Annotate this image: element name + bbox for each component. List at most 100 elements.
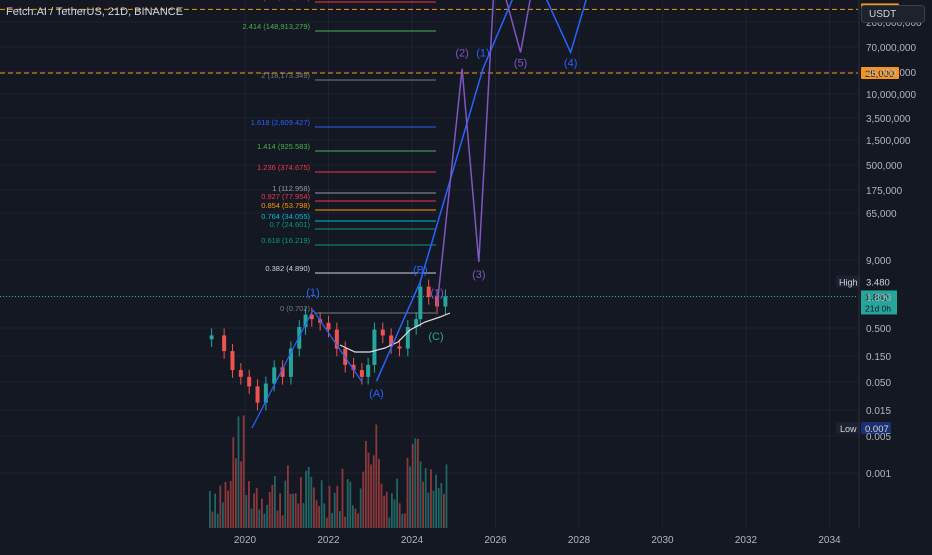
impulse-line	[312, 309, 363, 383]
fib-level-label: 0.764 (34.055)	[261, 212, 310, 221]
purple-wave-label: (2)	[455, 48, 468, 60]
low-label-bg	[836, 422, 860, 434]
volume-bar	[443, 493, 445, 528]
price-tick-label: 0.150	[866, 352, 891, 363]
high-label-bg	[836, 275, 860, 288]
candle-body	[389, 335, 394, 347]
last-price-value: 1.842	[865, 292, 889, 303]
volume-bar	[424, 468, 427, 528]
blue-wave-label: (1)	[476, 48, 489, 60]
volume-bar	[372, 455, 375, 528]
price-tick-label: 200,000,000	[866, 18, 922, 29]
fib-level-label: 2.618 (415,815,573)	[242, 0, 310, 2]
volume-bar	[310, 476, 313, 528]
candles	[209, 279, 451, 411]
volume-bar	[419, 461, 422, 528]
volume-bar	[331, 513, 333, 528]
volume-bar	[276, 510, 279, 528]
volume-bar	[313, 487, 315, 528]
candle-body	[263, 383, 268, 403]
purple-wave-line	[436, 0, 531, 307]
price-tick-label: 0.015	[866, 406, 891, 417]
price-tick-label: 1.800	[866, 293, 891, 304]
fib-level-label: 1.414 (925.583)	[257, 142, 310, 151]
symbol-title: Fetch.AI / TetherUS, 21D, BINANCE	[6, 6, 184, 18]
volume-bar	[289, 493, 292, 528]
volume-bar	[255, 487, 258, 528]
price-tick-label: 0.005	[866, 432, 891, 443]
fib-level-label: 0.382 (4.890)	[265, 264, 310, 273]
volume-bar	[375, 424, 378, 528]
impulse-line	[251, 309, 314, 429]
grid	[0, 0, 858, 528]
volume-bar	[271, 484, 274, 528]
volume-bar	[211, 511, 214, 528]
fib-level-label: 0.854 (53.798)	[261, 201, 310, 210]
volume-bar	[328, 485, 331, 528]
candle-body	[351, 364, 356, 371]
candle-body	[247, 376, 252, 387]
volume-bar	[393, 499, 396, 528]
volume-bar	[279, 493, 281, 528]
volume-bar	[401, 513, 404, 528]
volume-bar	[385, 491, 388, 528]
blue-wave-label: (1)	[306, 287, 319, 299]
volume-bar	[440, 483, 443, 528]
volume-bar	[297, 503, 300, 528]
volume-bar	[344, 516, 346, 528]
volume-bar	[250, 508, 253, 528]
volume-bar	[445, 464, 448, 528]
fib-level-label: 2 (18,173.349)	[261, 71, 310, 80]
volume-bar	[362, 471, 365, 528]
volume-bar	[245, 494, 248, 528]
candle-body	[380, 329, 385, 336]
volume-bar	[219, 485, 222, 528]
candle-body	[255, 386, 260, 403]
volume-bar	[323, 503, 326, 528]
candle-body	[426, 286, 431, 297]
volume-bar	[281, 515, 284, 528]
candle-body	[326, 322, 331, 330]
volume-bar	[268, 492, 271, 528]
blue-wave-line	[375, 0, 587, 382]
volume-bar	[235, 458, 237, 528]
time-tick-label: 2022	[317, 535, 340, 546]
candle-body	[303, 314, 308, 328]
axes: 200,000,000 70,000,000 26,000,000 10,000,00…	[234, 0, 922, 546]
low-value-bg	[861, 422, 891, 434]
high-value: 3.480	[866, 278, 890, 289]
volume-bar	[263, 513, 266, 528]
volume-bar	[326, 517, 328, 528]
volume-bar	[216, 513, 219, 528]
volume-bar	[237, 416, 240, 528]
currency-button[interactable]: USDT	[861, 5, 925, 23]
volume-bar	[232, 437, 235, 528]
volume-bar	[432, 490, 435, 528]
volume-bar	[266, 504, 268, 528]
volume-bar	[411, 443, 414, 528]
volume-bar	[261, 498, 263, 528]
volume-bar	[242, 415, 245, 528]
volume-bars	[209, 415, 448, 528]
price-tick-label: 500,000	[866, 161, 903, 172]
candle-body	[209, 335, 214, 340]
volume-bar	[214, 493, 216, 528]
candle-body	[280, 367, 285, 377]
wave-projections: (A)(B)(1)(3)(4)(5)(1)(2)(3)(4)(5)(1)(C)	[251, 0, 587, 429]
fib-level-label: 1.236 (374.675)	[257, 163, 310, 172]
candle-body	[366, 364, 371, 377]
volume-bar	[318, 506, 320, 528]
volume-bar	[406, 457, 409, 528]
candle-body	[414, 319, 419, 328]
candle-body	[372, 329, 377, 365]
blue-wave-label: (B)	[413, 265, 428, 277]
low-label: Low	[840, 424, 857, 434]
candle-body	[405, 327, 410, 349]
volume-bar	[414, 438, 417, 528]
price-tick-label: 3,500,000	[866, 114, 911, 125]
price-tick-label: 26,000,000	[866, 68, 916, 79]
volume-bar	[349, 481, 352, 528]
low-value: 0.007	[865, 424, 889, 435]
